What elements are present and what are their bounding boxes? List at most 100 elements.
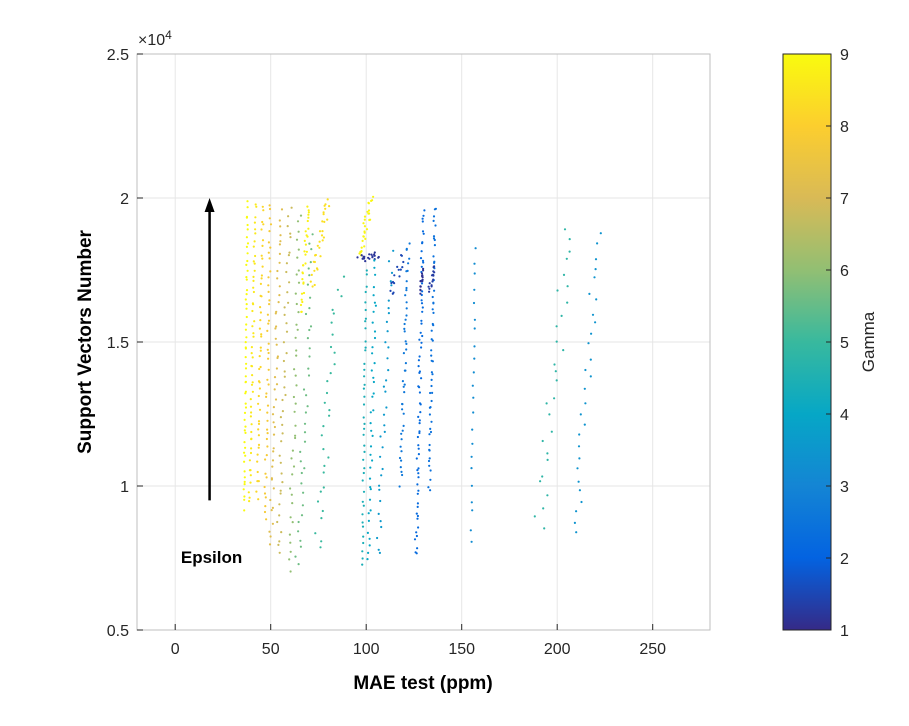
data-point xyxy=(267,322,270,325)
data-point xyxy=(287,301,290,304)
data-point xyxy=(257,443,261,446)
data-point xyxy=(277,301,280,304)
data-point xyxy=(301,278,304,281)
data-point xyxy=(243,495,246,498)
data-point xyxy=(287,254,290,257)
data-point xyxy=(596,242,599,245)
data-point xyxy=(416,435,419,439)
colorbar xyxy=(782,53,832,631)
data-point xyxy=(245,315,248,319)
data-point xyxy=(400,450,403,453)
data-point xyxy=(416,469,419,472)
data-point xyxy=(428,448,431,451)
data-point xyxy=(390,284,393,287)
data-point xyxy=(257,480,260,483)
data-point xyxy=(304,253,307,256)
data-point xyxy=(289,541,292,544)
data-point xyxy=(403,391,406,394)
data-point xyxy=(363,444,366,447)
data-point xyxy=(294,292,297,295)
data-point xyxy=(421,217,424,220)
colorbar-tick-label: 9 xyxy=(840,47,849,64)
data-point xyxy=(268,207,272,211)
data-point xyxy=(418,422,421,425)
data-point xyxy=(371,434,374,437)
data-point xyxy=(261,257,264,260)
data-point xyxy=(266,419,269,422)
data-point xyxy=(321,230,324,233)
data-point xyxy=(311,233,314,236)
data-point xyxy=(326,198,329,201)
data-point xyxy=(268,299,271,302)
data-point xyxy=(306,235,309,238)
data-point xyxy=(408,257,411,260)
data-point xyxy=(362,433,365,436)
data-point xyxy=(243,418,246,421)
data-point xyxy=(371,199,374,202)
data-point xyxy=(257,380,261,383)
colorbar-tick-label: 6 xyxy=(840,263,849,280)
data-point xyxy=(431,360,434,363)
data-point xyxy=(278,252,281,255)
data-point xyxy=(373,254,376,257)
data-point xyxy=(260,333,263,336)
data-point xyxy=(404,340,407,343)
data-point xyxy=(257,422,261,425)
data-point xyxy=(265,454,268,457)
data-point xyxy=(279,492,282,495)
data-point xyxy=(261,205,264,208)
data-point xyxy=(432,237,436,240)
data-point xyxy=(278,261,281,264)
data-point xyxy=(299,214,303,217)
data-point xyxy=(254,203,257,206)
data-point xyxy=(377,548,380,551)
data-point xyxy=(378,488,381,491)
data-point xyxy=(473,357,476,360)
data-point xyxy=(322,213,325,216)
data-point xyxy=(416,505,419,508)
data-point xyxy=(276,355,279,358)
data-point xyxy=(294,424,297,427)
data-point xyxy=(272,406,275,409)
data-point xyxy=(293,368,296,371)
data-point xyxy=(324,207,327,210)
data-point xyxy=(431,391,434,394)
data-point xyxy=(299,545,302,548)
epsilon-label: Epsilon xyxy=(181,548,242,567)
data-point xyxy=(304,411,307,414)
data-point xyxy=(364,346,367,349)
data-point xyxy=(374,304,377,307)
data-point xyxy=(297,248,300,251)
data-point xyxy=(257,420,261,423)
x-tick-label: 150 xyxy=(448,641,475,658)
data-point xyxy=(253,269,256,272)
data-point xyxy=(415,512,418,515)
data-point xyxy=(307,367,310,370)
data-point xyxy=(363,218,366,221)
data-point xyxy=(385,406,388,409)
data-point xyxy=(297,311,300,314)
data-point xyxy=(252,260,255,263)
data-point xyxy=(399,466,402,469)
data-point xyxy=(279,489,282,492)
data-point xyxy=(322,448,325,451)
data-point xyxy=(260,277,263,280)
data-point xyxy=(266,428,269,431)
epsilon-annotation: Epsilon xyxy=(181,198,242,567)
data-point xyxy=(593,276,596,279)
data-point xyxy=(299,450,302,453)
data-point xyxy=(272,450,275,453)
data-point xyxy=(244,375,247,378)
series-gamma-8-9 xyxy=(358,195,375,257)
data-point xyxy=(246,228,249,231)
x-axis: 0 50 100 150 200 250 xyxy=(171,624,666,658)
data-point xyxy=(266,404,270,407)
data-point xyxy=(562,349,565,352)
colorbar-tick-label: 2 xyxy=(840,551,849,568)
data-point xyxy=(376,536,379,540)
data-point xyxy=(471,384,474,387)
x-tick-label: 250 xyxy=(639,641,666,658)
data-point xyxy=(363,375,366,378)
data-point xyxy=(308,307,311,310)
data-point xyxy=(269,535,272,538)
